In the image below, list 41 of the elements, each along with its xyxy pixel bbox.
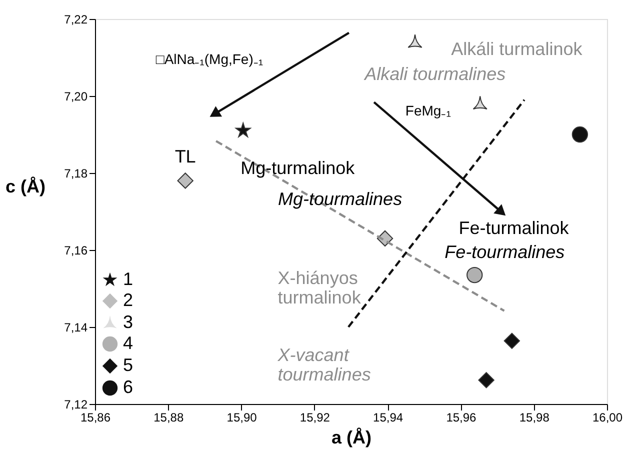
x-tick-label: 15,96: [446, 410, 477, 424]
annotation: X-hiányos turmalinok: [278, 268, 362, 308]
legend-label: 6: [123, 377, 134, 397]
x-tick-label: 16,00: [592, 410, 623, 424]
x-tick-label: 15,90: [226, 410, 258, 424]
point: [572, 126, 588, 143]
y-tick-label: 7,16: [64, 244, 88, 258]
x-tick-label: 15,94: [373, 410, 404, 424]
x-axis-title: a (Å): [332, 428, 372, 448]
annotation: FeMg₋₁: [405, 102, 452, 118]
point: [466, 266, 483, 284]
point: [408, 34, 422, 48]
y-tick-label: 7,22: [64, 12, 88, 26]
annotation: TL: [174, 146, 196, 167]
annotation: Alkali tourmalines: [364, 64, 506, 84]
legend-label: 5: [123, 355, 134, 375]
legend-label: 1: [123, 269, 134, 289]
legend-label: 2: [123, 290, 134, 310]
annotation: Fe-turmalinok: [458, 218, 570, 238]
point: [478, 372, 494, 388]
annotation: □AlNa₋₁(Mg,Fe)₋₁: [156, 50, 264, 67]
legend-label: 4: [123, 333, 134, 353]
y-tick-label: 7,12: [64, 398, 88, 412]
y-axis-title: c (Å): [6, 176, 46, 197]
annotation: Mg-tourmalines: [278, 188, 402, 209]
legend-label: 3: [123, 312, 134, 332]
y-tick-label: 7,14: [64, 320, 88, 334]
annotation: Mg-turmalinok: [240, 158, 356, 178]
point: [472, 96, 488, 110]
annotation: X-vacant tourmalines: [276, 344, 371, 385]
annotation: Alkáli turmalinok: [451, 38, 584, 59]
point: [504, 332, 520, 349]
x-tick-label: 15,86: [80, 410, 111, 424]
point: [177, 172, 194, 189]
y-tick-label: 7,18: [64, 166, 88, 180]
x-tick-label: 15,98: [519, 410, 550, 424]
x-tick-label: 15,88: [154, 410, 184, 424]
x-tick-label: 15,92: [300, 410, 330, 424]
point: [235, 122, 251, 138]
annotation: Fe-tourmalines: [444, 242, 565, 262]
y-tick-label: 7,20: [64, 90, 88, 104]
